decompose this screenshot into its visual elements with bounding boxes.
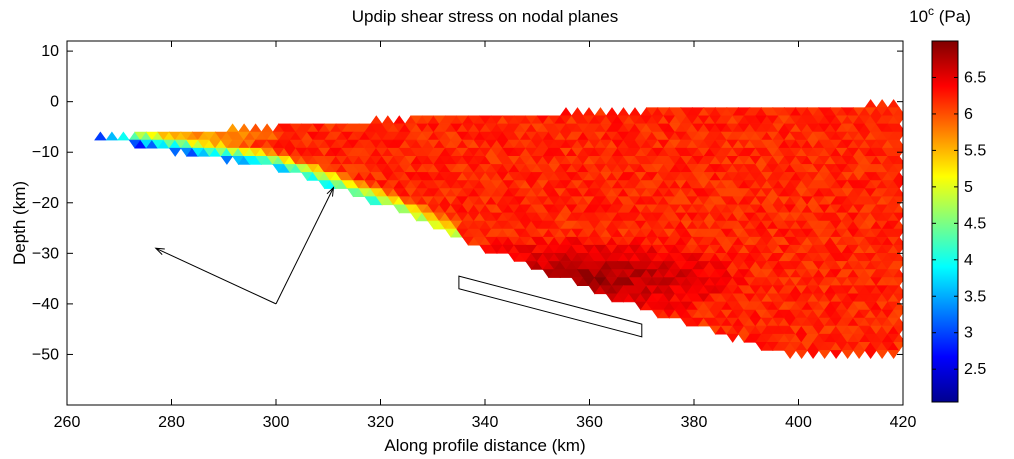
mesh-triangle (783, 350, 797, 360)
x-tick-label: 400 (785, 414, 812, 431)
colorbar-tick-label: 4 (964, 252, 973, 269)
y-tick-label: 10 (41, 43, 59, 60)
colorbar-label-base: 10 (909, 7, 928, 26)
y-tick-label: −10 (32, 144, 59, 161)
x-tick-label: 280 (158, 414, 185, 431)
colorbar-tick-label: 6 (964, 106, 973, 123)
colorbar-tick-label: 4.5 (964, 215, 986, 232)
mesh-triangle (893, 325, 903, 335)
y-tick-label: −50 (32, 346, 59, 363)
annotation-arrowhead (154, 247, 165, 255)
stress-mesh (94, 99, 903, 360)
x-tick-label: 340 (472, 414, 499, 431)
mesh-triangle (893, 115, 903, 125)
mesh-triangle (795, 350, 808, 360)
mesh-triangle (841, 350, 854, 360)
x-axis-label: Along profile distance (km) (384, 436, 585, 455)
mesh-triangle (852, 350, 866, 360)
mesh-triangle (726, 333, 739, 343)
colorbar-label-exponent: c (928, 4, 934, 18)
x-tick-label: 360 (576, 414, 603, 431)
mesh-triangle (893, 261, 903, 271)
annotation-arrow (155, 247, 277, 305)
colorbar-label-unit: (Pa) (934, 7, 971, 26)
mesh-triangle (105, 131, 119, 141)
chart-title: Updip shear stress on nodal planes (352, 7, 619, 26)
mesh-triangle (168, 147, 182, 157)
y-axis: 10 0 −10 −20 −30 −40 −50 (32, 43, 903, 363)
x-tick-label: 380 (681, 414, 708, 431)
x-tick-label: 260 (54, 414, 81, 431)
mesh-triangle (875, 350, 889, 360)
mesh-triangle (893, 309, 903, 319)
mesh-triangle (893, 131, 903, 141)
colorbar-label: 10c (Pa) (909, 4, 971, 26)
annotations (154, 186, 643, 338)
mesh-triangle (893, 293, 903, 303)
mesh-triangle (220, 156, 234, 165)
annotation-arrowhead (326, 186, 335, 197)
y-tick-label: −30 (32, 245, 59, 262)
mesh-triangle (864, 350, 877, 360)
annotation-arrow (275, 187, 334, 305)
colorbar-tick-label: 2.5 (964, 361, 986, 378)
plot-area: 260 280 300 320 340 360 380 400 420 10 0 −10 −20 −30… (32, 40, 917, 431)
mesh-triangle (94, 131, 107, 141)
y-tick-label: −40 (32, 296, 59, 313)
mesh-triangle (893, 277, 903, 287)
colorbar-tick-label: 3 (964, 325, 973, 342)
y-tick-label: −20 (32, 195, 59, 212)
mesh-triangle (893, 164, 903, 173)
mesh-triangle (829, 350, 843, 360)
colorbar-tick-label: 5 (964, 179, 973, 196)
y-tick-label: 0 (50, 94, 59, 111)
colorbar-tick-label: 5.5 (964, 142, 986, 159)
colorbar-ticks: 2.5 3 3.5 4 4.5 5 5.5 6 6.5 (932, 69, 986, 378)
mesh-triangle (806, 350, 820, 360)
mesh-triangle (818, 350, 831, 360)
x-tick-label: 300 (263, 414, 290, 431)
fault-rectangle (458, 275, 643, 338)
x-tick-label: 420 (890, 414, 917, 431)
mesh-triangle (893, 212, 903, 222)
x-tick-label: 320 (367, 414, 394, 431)
mesh-triangle (893, 180, 903, 190)
colorbar: 2.5 3 3.5 4 4.5 5 5.5 6 6.5 10c (Pa) (909, 4, 986, 403)
mesh-triangle (117, 131, 130, 141)
colorbar-gradient (931, 40, 959, 403)
colorbar-tick-label: 6.5 (964, 69, 986, 86)
mesh-triangle (893, 228, 903, 238)
mesh-triangle (893, 341, 903, 351)
mesh-triangle (887, 350, 900, 360)
mesh-triangle (893, 244, 903, 254)
colorbar-tick-label: 3.5 (964, 288, 986, 305)
y-axis-label: Depth (km) (10, 181, 29, 265)
x-axis: 260 280 300 320 340 360 380 400 420 (54, 41, 917, 431)
